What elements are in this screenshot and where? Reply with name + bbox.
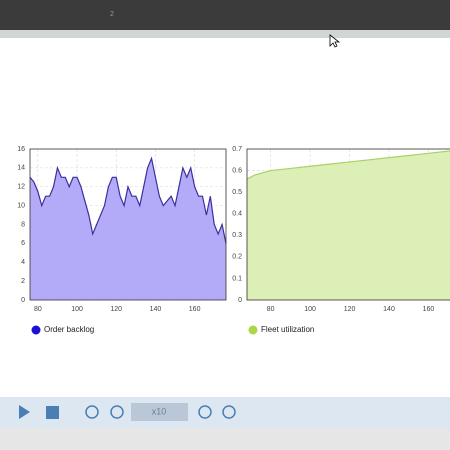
- faster-button[interactable]: [198, 405, 212, 419]
- stop-button[interactable]: [46, 406, 59, 419]
- y-tick-label: 0.7: [232, 146, 242, 153]
- y-tick-label: 4: [21, 259, 25, 266]
- plot-frame: [29, 148, 227, 301]
- area-fill: [247, 150, 450, 300]
- plot-frame: [246, 148, 450, 301]
- area-line: [29, 156, 227, 244]
- x-tick-label: 140: [150, 306, 162, 313]
- slower-button[interactable]: [110, 405, 124, 419]
- more-button[interactable]: [222, 405, 236, 419]
- y-tick-label: 0.4: [232, 211, 242, 218]
- speed-box: [131, 403, 188, 421]
- y-tick-label: 2: [21, 278, 25, 285]
- y-tick-label: 0.1: [232, 275, 242, 282]
- y-tick-label: 0.5: [232, 189, 242, 196]
- cursor: [329, 34, 341, 48]
- y-tick-label: 12: [17, 184, 25, 191]
- y-tick-label: 0: [21, 297, 25, 304]
- x-tick-label: 100: [304, 306, 316, 313]
- y-tick-label: 6: [21, 240, 25, 247]
- toolbar: [0, 397, 450, 428]
- y-tick-label: 14: [17, 165, 25, 172]
- y-tick-label: 10: [17, 202, 25, 209]
- map-strip: [0, 30, 450, 38]
- x-tick-label: 100: [71, 306, 83, 313]
- x-tick-label: 120: [344, 306, 356, 313]
- legend-label: Fleet utilization: [261, 325, 314, 334]
- speed-label: x10: [152, 406, 167, 416]
- x-tick-label: 80: [34, 306, 42, 313]
- y-tick-label: 0.6: [232, 167, 242, 174]
- x-tick-label: 80: [267, 306, 275, 313]
- x-tick-label: 140: [383, 306, 395, 313]
- x-tick-label: 160: [189, 306, 201, 313]
- legend-marker: [248, 325, 258, 335]
- top-bar: [0, 0, 450, 30]
- play-button[interactable]: [19, 405, 30, 419]
- y-tick-label: 0: [238, 297, 242, 304]
- step-button[interactable]: [85, 405, 99, 419]
- x-tick-label: 120: [110, 306, 122, 313]
- top-bar-label: 2: [110, 11, 114, 18]
- y-tick-label: 8: [21, 221, 25, 228]
- bottom-area: [0, 428, 450, 450]
- area-line: [246, 150, 450, 180]
- x-tick-label: 160: [423, 306, 435, 313]
- y-tick-label: 0.2: [232, 254, 242, 261]
- charts: 0 2 4 6 8 10 12 14 16 80 100 120 140 160 Order backlog…: [17, 146, 450, 335]
- legend-marker: [31, 325, 41, 335]
- area-fill: [30, 158, 226, 300]
- legend-label: Order backlog: [44, 325, 94, 334]
- y-tick-label: 0.3: [232, 232, 242, 239]
- y-tick-label: 16: [17, 146, 25, 153]
